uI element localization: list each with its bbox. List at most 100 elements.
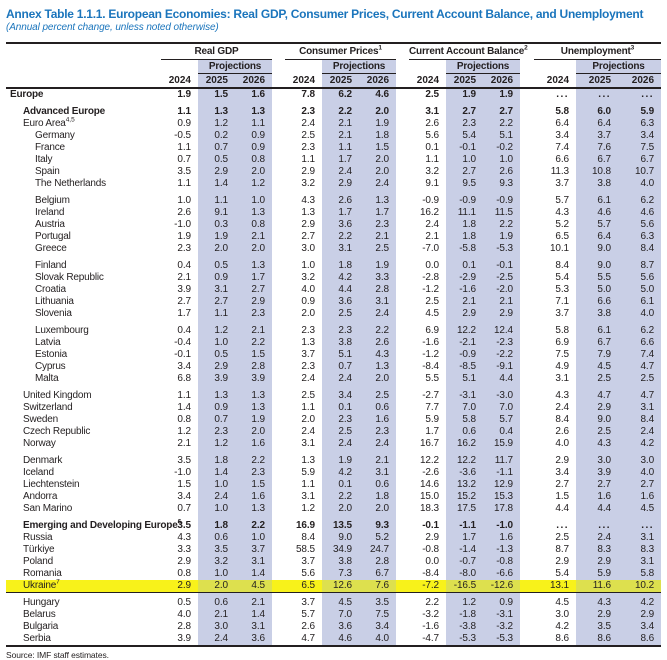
value-cell: 2.2 bbox=[359, 324, 397, 337]
value-cell: 58.5 bbox=[295, 543, 316, 555]
value-cell: 13.1 bbox=[534, 579, 577, 592]
col-group-current-account: Current Account Balance2 bbox=[409, 42, 528, 60]
value-cell: -4.7 bbox=[409, 633, 447, 647]
value-cell: 0.6 bbox=[198, 597, 235, 609]
value-cell: 1.3 bbox=[235, 259, 273, 272]
row-latvia: Latvia -0.4 1.0 2.2 1.3 3.8 2.6 -1.6 -2.1 -2.3 6.9… bbox=[6, 336, 662, 349]
value-cell: 11.3 bbox=[550, 165, 570, 177]
year-header: 2026 bbox=[359, 73, 397, 89]
value-cell: 0.4 bbox=[483, 425, 521, 438]
value-cell: 11.6 bbox=[576, 579, 619, 592]
value-cell: 9.0 bbox=[576, 242, 619, 255]
row-lithuania: Lithuania 2.7 2.7 2.9 0.9 3.6 3.1 2.5 2.1 2.1 7.1 6… bbox=[6, 295, 662, 308]
spacer bbox=[272, 414, 285, 426]
row-poland: Poland 2.9 3.2 3.1 3.7 3.8 2.8 0.0 -0.7 -0.8 2.9 2.… bbox=[6, 555, 662, 568]
value-cell: 8.6 bbox=[618, 633, 662, 647]
spacer bbox=[520, 491, 534, 503]
value-cell: 2.7 bbox=[177, 295, 191, 307]
value-cell: 1.1 bbox=[322, 141, 360, 154]
value-cell: 2.7 bbox=[483, 105, 521, 118]
value-cell: 3.4 bbox=[322, 389, 360, 402]
row-label: Germany bbox=[35, 129, 75, 141]
spacer bbox=[396, 308, 409, 320]
value-cell: 10.2 bbox=[618, 579, 662, 592]
value-cell: 2.9 bbox=[618, 609, 662, 621]
spacer-row bbox=[6, 514, 662, 520]
spacer bbox=[520, 591, 535, 597]
value-cell: 6.7 bbox=[576, 153, 619, 166]
value-cell: 9.5 bbox=[446, 177, 484, 190]
spacer bbox=[576, 384, 619, 390]
spacer bbox=[322, 319, 360, 325]
spacer bbox=[520, 438, 534, 450]
value-cell: 0.6 bbox=[446, 425, 484, 438]
row-label: Estonia bbox=[35, 348, 67, 360]
spacer bbox=[483, 254, 521, 260]
row-label: Liechtenstein bbox=[23, 478, 80, 490]
value-cell: 2.0 bbox=[359, 502, 397, 515]
spacer bbox=[148, 390, 161, 402]
spacer bbox=[520, 243, 534, 255]
value-cell: 7.0 bbox=[322, 609, 360, 621]
value-cell: 2.7 bbox=[301, 230, 316, 242]
value-cell: 11.1 bbox=[446, 206, 484, 219]
value-cell: 2.4 bbox=[555, 401, 570, 413]
value-cell: 3.1 bbox=[322, 242, 360, 255]
value-cell: 7.5 bbox=[618, 141, 662, 154]
spacer bbox=[148, 438, 161, 450]
row-malta: Malta 6.8 3.9 3.9 2.4 2.4 2.0 5.5 5.1 4.4 3.1 2.5 2.… bbox=[6, 372, 662, 385]
value-cell: 2.8 bbox=[359, 555, 397, 568]
row-label: Belarus bbox=[23, 609, 56, 620]
spacer bbox=[272, 609, 285, 621]
spacer bbox=[520, 73, 535, 89]
spacer bbox=[272, 231, 285, 243]
value-cell: 2.4 bbox=[425, 218, 440, 230]
spacer bbox=[272, 373, 285, 385]
spacer bbox=[396, 609, 409, 621]
spacer bbox=[148, 414, 161, 426]
value-cell: 16.2 bbox=[419, 206, 440, 218]
value-cell: 1.7 bbox=[359, 206, 397, 219]
spacer bbox=[396, 520, 409, 532]
row-t-rkiye: Türkiye 3.3 3.5 3.7 58.5 34.9 24.7 -0.8 -1.4 -1.3… bbox=[6, 543, 662, 556]
spacer bbox=[148, 556, 161, 568]
spacer bbox=[396, 296, 409, 308]
value-cell: 2.7 bbox=[555, 478, 570, 490]
value-cell: 6.2 bbox=[322, 87, 360, 101]
value-cell: 5.9 bbox=[425, 413, 440, 425]
spacer bbox=[483, 319, 521, 325]
value-cell: 7.1 bbox=[555, 295, 570, 307]
spacer bbox=[396, 60, 409, 74]
row-label: Sweden bbox=[23, 413, 58, 425]
year-header: 2025 bbox=[198, 73, 235, 89]
value-cell: 1.1 bbox=[198, 307, 235, 320]
value-cell: 3.2 bbox=[301, 271, 316, 283]
value-cell: 3.5 bbox=[177, 519, 191, 531]
spacer bbox=[148, 426, 161, 438]
value-cell: 2.5 bbox=[425, 88, 440, 100]
spacer bbox=[618, 449, 662, 455]
value-cell: 3.1 bbox=[555, 372, 570, 384]
value-cell: 1.8 bbox=[322, 259, 360, 272]
value-cell: -0.5 bbox=[174, 129, 191, 141]
value-cell: 2.2 bbox=[235, 454, 273, 467]
row-label: Serbia bbox=[6, 633, 148, 647]
value-cell: 1.1 bbox=[177, 389, 191, 401]
spacer bbox=[396, 260, 409, 272]
value-cell: 4.2 bbox=[618, 437, 662, 450]
spacer bbox=[618, 319, 662, 325]
value-cell: 6.4 bbox=[576, 117, 619, 130]
spacer bbox=[148, 479, 161, 491]
row-belarus: Belarus 4.0 2.1 1.4 5.7 7.0 7.5 -3.2 -1.8 -3.1 3.0… bbox=[6, 609, 662, 621]
value-cell: 3.6 bbox=[322, 295, 360, 308]
value-cell: -5.8 bbox=[446, 242, 484, 255]
value-cell: 2.3 bbox=[446, 117, 484, 130]
value-cell: 1.1 bbox=[301, 401, 316, 413]
group-label: Consumer Prices bbox=[299, 46, 379, 57]
value-cell: 2.1 bbox=[359, 230, 397, 243]
row-united-kingdom: United Kingdom 1.1 1.3 1.3 2.5 3.4 2.5 -2.7 -3.1… bbox=[6, 389, 662, 402]
value-cell: -0.4 bbox=[174, 336, 191, 348]
spacer bbox=[272, 438, 285, 450]
value-cell: 1.2 bbox=[198, 324, 235, 337]
year-header: 2024 bbox=[409, 73, 447, 89]
